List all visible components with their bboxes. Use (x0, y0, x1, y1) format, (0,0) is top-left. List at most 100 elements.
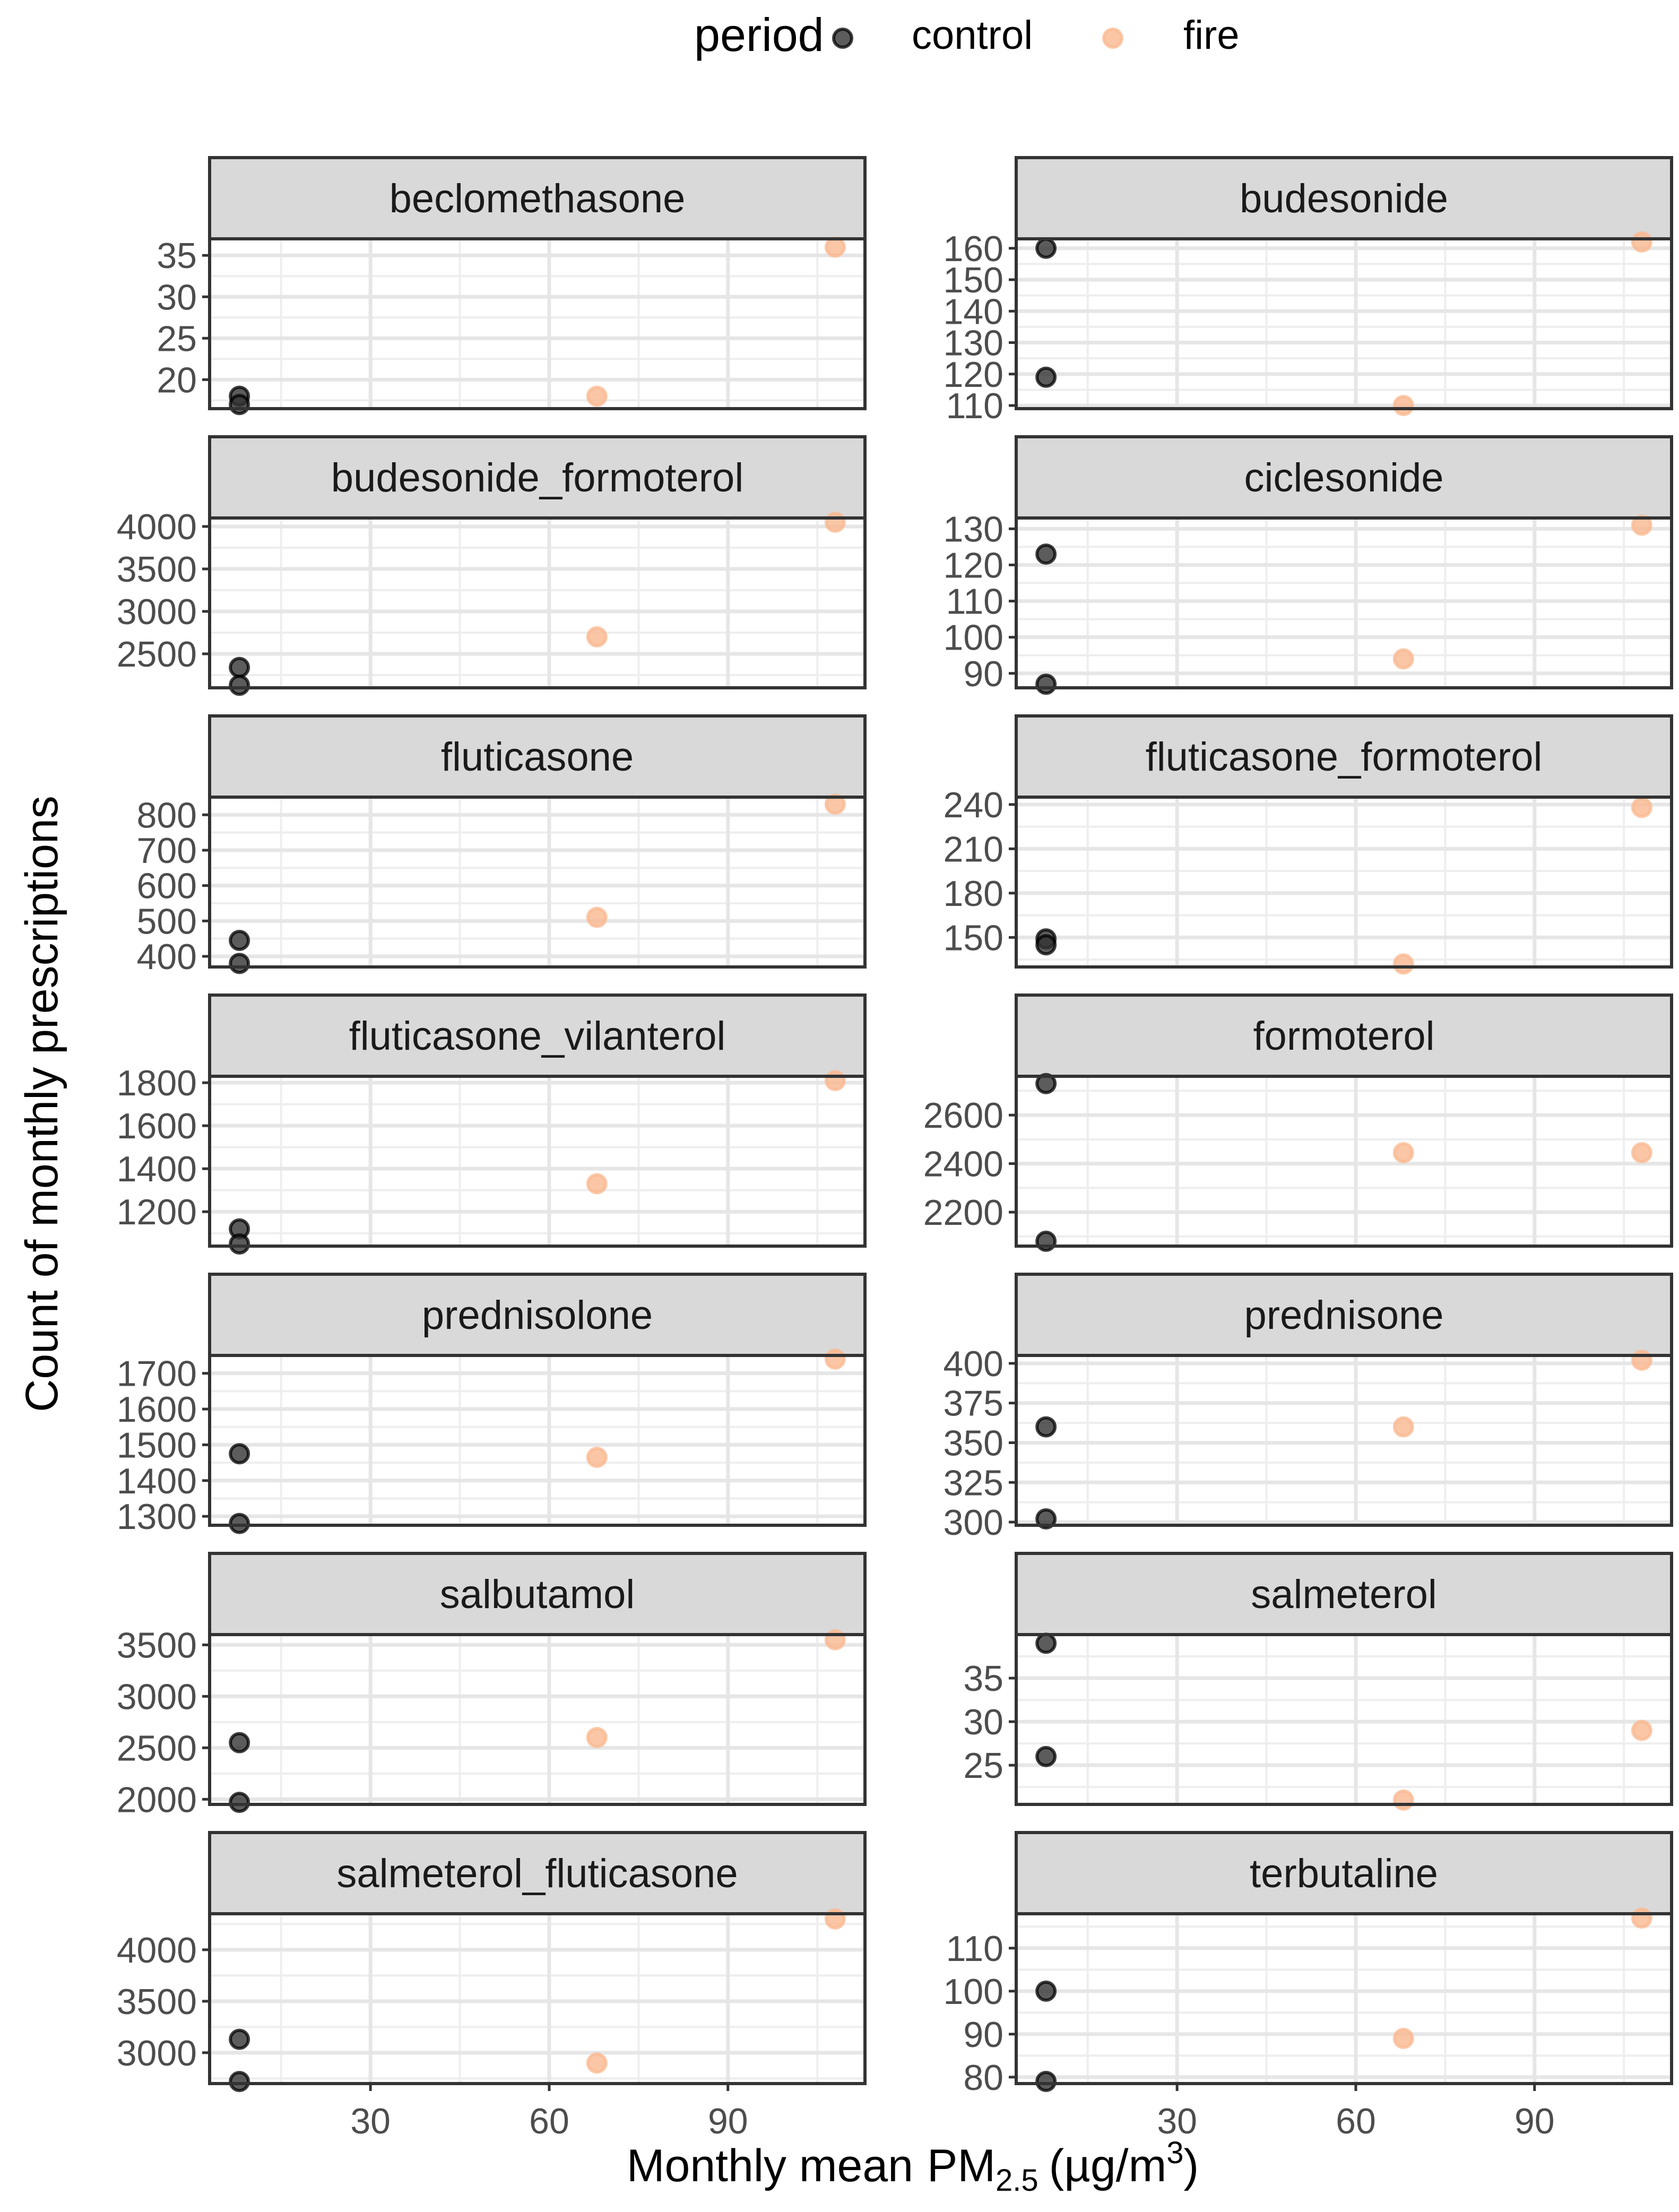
facet-title: ciclesonide (1244, 455, 1444, 500)
y-tick-label: 3500 (117, 1982, 197, 2022)
panel-border (1015, 1912, 1673, 2085)
facet-title: prednisolone (422, 1293, 653, 1338)
point-control (1035, 366, 1057, 388)
x-tick-label: 90 (1514, 2101, 1555, 2141)
y-tick-label: 90 (963, 2015, 1003, 2055)
y-tick-label: 1600 (117, 1106, 197, 1146)
y-tick-label: 20 (157, 360, 197, 400)
panel-border (1015, 516, 1673, 689)
facet-title: fluticasone (441, 735, 634, 780)
panel-background (210, 797, 865, 967)
point-fire (586, 906, 608, 928)
panel-border (1015, 796, 1673, 969)
point-fire (1392, 1416, 1414, 1438)
facet-title: beclomethasone (390, 176, 686, 221)
point-fire (1631, 514, 1652, 536)
panel-background (210, 518, 865, 688)
point-fire (1631, 1720, 1652, 1741)
y-tick-label: 700 (137, 831, 197, 871)
x-tick-label: 90 (708, 2101, 748, 2141)
y-tick-label: 35 (963, 1658, 1003, 1699)
facet-strip (208, 1831, 867, 1915)
y-tick-label: 2500 (117, 634, 197, 675)
y-tick-label: 150 (944, 260, 1003, 300)
y-tick-label: 130 (944, 323, 1003, 364)
point-control (1035, 1416, 1057, 1438)
x-axis-title-superscript: 3 (1166, 2136, 1183, 2170)
y-tick-label: 3000 (117, 1677, 197, 1717)
panel-background (210, 239, 865, 409)
point-control (1035, 237, 1057, 259)
facet-strip (208, 1552, 867, 1636)
axis-titles: Count of monthly prescriptions Monthly m… (16, 796, 1199, 2198)
facet-salmeterol_fluticasone: salmeterol_fluticasone 3000 3500 4000 30 60 90 (117, 1831, 867, 2141)
facet-strip (1015, 1552, 1673, 1636)
point-control (229, 2028, 250, 2050)
point-fire (1631, 1142, 1652, 1163)
x-tick-label: 30 (350, 2101, 391, 2141)
point-fire (824, 512, 846, 533)
y-tick-label: 210 (944, 829, 1003, 869)
facet-title: formoterol (1253, 1014, 1434, 1059)
point-control (1035, 543, 1057, 565)
point-fire (1392, 2027, 1414, 2049)
y-tick-label: 160 (944, 229, 1003, 269)
panel-background (210, 1076, 865, 1246)
y-tick-label: 1400 (117, 1149, 197, 1189)
y-tick-label: 325 (944, 1463, 1003, 1503)
panel-background (1016, 797, 1672, 967)
y-tick-label: 500 (137, 901, 197, 941)
legend-title: period (694, 8, 824, 61)
point-fire (1631, 231, 1652, 253)
point-control (229, 953, 250, 974)
facet-strip (1015, 993, 1673, 1078)
legend-entry-control: control (832, 13, 1033, 58)
y-tick-label: 130 (944, 509, 1003, 549)
facet-strip (208, 714, 867, 799)
panel-background (1016, 239, 1672, 409)
point-fire (1631, 1907, 1652, 1929)
y-tick-label: 80 (963, 2058, 1003, 2098)
point-control (1035, 1508, 1057, 1530)
panel-border (1015, 1075, 1673, 1248)
panel-border (208, 516, 867, 689)
y-tick-label: 120 (944, 546, 1003, 586)
y-tick-label: 100 (944, 1972, 1003, 2012)
y-tick-label: 1600 (117, 1389, 197, 1430)
panel-border (208, 796, 867, 969)
y-tick-label: 140 (944, 291, 1003, 332)
point-fire (1392, 1789, 1414, 1811)
y-tick-label: 150 (944, 918, 1003, 958)
point-fire (586, 1447, 608, 1468)
point-control (1035, 1073, 1057, 1094)
point-fire (586, 1173, 608, 1195)
y-tick-label: 1400 (117, 1461, 197, 1501)
point-control (1035, 1746, 1057, 1767)
y-tick-label: 2600 (923, 1095, 1003, 1136)
panel-background (210, 1355, 865, 1525)
facet-title: salbutamol (440, 1572, 635, 1617)
facet-title: budesonide (1240, 176, 1448, 221)
point-control (1035, 1632, 1057, 1654)
point-fire (824, 1070, 846, 1092)
y-tick-label: 350 (944, 1423, 1003, 1463)
facet-title: budesonide_formoterol (331, 455, 743, 500)
y-tick-label: 800 (137, 795, 197, 835)
y-tick-label: 400 (944, 1344, 1003, 1384)
panel-border (1015, 1633, 1673, 1806)
panel-border (208, 1912, 867, 2085)
legend: period control fire (694, 8, 1240, 61)
x-tick-label: 60 (1336, 2101, 1376, 2141)
y-tick-label: 3000 (117, 592, 197, 632)
legend-key-fire (1102, 28, 1123, 49)
y-tick-label: 90 (963, 654, 1003, 694)
y-tick-label: 25 (157, 318, 197, 359)
